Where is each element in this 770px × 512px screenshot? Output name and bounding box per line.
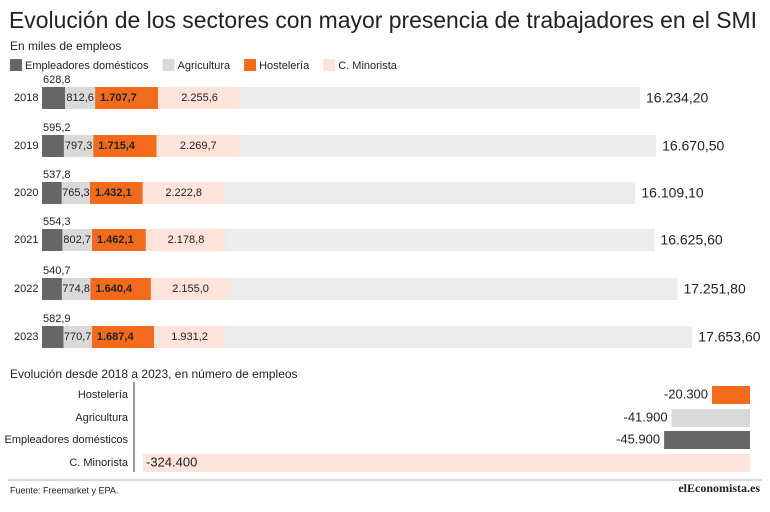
bar-segment	[145, 229, 227, 251]
bar	[143, 454, 750, 472]
chart-title: Evolución de los sectores con mayor pres…	[9, 7, 757, 33]
value-label: -45.900	[616, 431, 660, 446]
total-label: 16.109,10	[641, 185, 703, 201]
bar-segment	[95, 87, 158, 109]
y-tick-label: Agricultura	[75, 412, 128, 424]
bar-segment	[42, 229, 63, 251]
bar-segment	[42, 87, 66, 109]
value-label: 554,3	[43, 216, 71, 228]
value-label: 582,9	[43, 313, 71, 325]
legend-swatch	[323, 59, 336, 71]
bar-segment	[157, 87, 242, 109]
y-tick-label: 2019	[14, 140, 38, 152]
bar-segment	[90, 278, 151, 300]
legend-label: Hostelería	[259, 60, 310, 72]
value-label: -41.900	[624, 409, 668, 424]
bar	[671, 409, 750, 427]
value-label: 537,8	[43, 169, 71, 181]
total-label: 17.251,80	[683, 281, 745, 297]
total-label: 16.625,60	[660, 232, 722, 248]
logo: elEconomista.es	[678, 481, 760, 495]
value-label: 2.255,6	[181, 92, 218, 104]
value-label: 628,8	[43, 74, 71, 86]
legend-swatch	[10, 59, 22, 71]
bar-segment	[42, 326, 64, 348]
y-tick-label: 2020	[14, 187, 38, 199]
value-label: 774,8	[62, 283, 90, 295]
y-tick-label: C. Minorista	[69, 457, 129, 469]
chart-subtitle: En miles de empleos	[10, 39, 121, 53]
total-label: 16.670,50	[662, 138, 724, 154]
bar-segment	[93, 135, 157, 157]
chart-title: Evolución desde 2018 a 2023, en número d…	[10, 367, 298, 381]
value-label: 2.222,8	[165, 187, 202, 199]
bar-segment	[150, 278, 231, 300]
legend-swatch	[162, 59, 175, 71]
value-label: 2.155,0	[172, 283, 209, 295]
value-label: 770,7	[64, 331, 92, 343]
bar-segment	[61, 182, 91, 204]
bar-segment	[61, 278, 91, 300]
bar-segment	[154, 326, 226, 348]
value-label: 2.178,8	[168, 234, 205, 246]
value-label: -324.400	[146, 454, 197, 469]
value-label: 1.687,4	[97, 331, 135, 343]
legend-label: Agricultura	[178, 60, 231, 72]
y-tick-label: Hostelería	[78, 389, 129, 401]
bar-segment	[65, 87, 96, 109]
source: Fuente: Freemarket y EPA.	[10, 485, 118, 495]
legend-label: Empleadores domésticos	[25, 60, 149, 72]
bar-segment	[42, 182, 62, 204]
bar-segment	[63, 135, 94, 157]
bar-segment	[91, 229, 146, 251]
bar-segment	[63, 326, 92, 348]
value-label: 1.462,1	[97, 234, 134, 246]
total-label: 16.234,20	[646, 90, 708, 106]
y-tick-label: 2021	[14, 234, 38, 246]
y-tick-label: 2023	[14, 331, 38, 343]
y-tick-label: Empleadores domésticos	[4, 434, 128, 446]
legend-label: C. Minorista	[338, 60, 398, 72]
bar-segment	[91, 326, 155, 348]
bar-segment	[42, 278, 62, 300]
value-label: 595,2	[43, 122, 71, 134]
legend-swatch	[244, 59, 257, 71]
value-label: 1.707,7	[100, 92, 137, 104]
bar-segment	[142, 182, 225, 204]
value-label: 797,3	[65, 140, 93, 152]
value-label: 802,7	[63, 234, 91, 246]
total-label: 17.653,60	[698, 329, 760, 345]
value-label: 812,6	[66, 92, 94, 104]
bar	[664, 431, 750, 449]
value-label: 765,3	[62, 187, 90, 199]
value-label: 1.432,1	[95, 187, 132, 199]
y-tick-label: 2018	[14, 92, 38, 104]
bar-segment	[42, 135, 64, 157]
value-label: 1.640,4	[95, 283, 133, 295]
value-label: 1.715,4	[98, 140, 136, 152]
value-label: 1.931,2	[171, 331, 208, 343]
bar-segment	[90, 182, 143, 204]
y-tick-label: 2022	[14, 283, 38, 295]
value-label: -20.300	[664, 386, 708, 401]
value-label: 540,7	[43, 265, 71, 277]
bar-segment	[62, 229, 92, 251]
bar-segment	[156, 135, 241, 157]
bar	[712, 386, 750, 404]
value-label: 2.269,7	[180, 140, 217, 152]
